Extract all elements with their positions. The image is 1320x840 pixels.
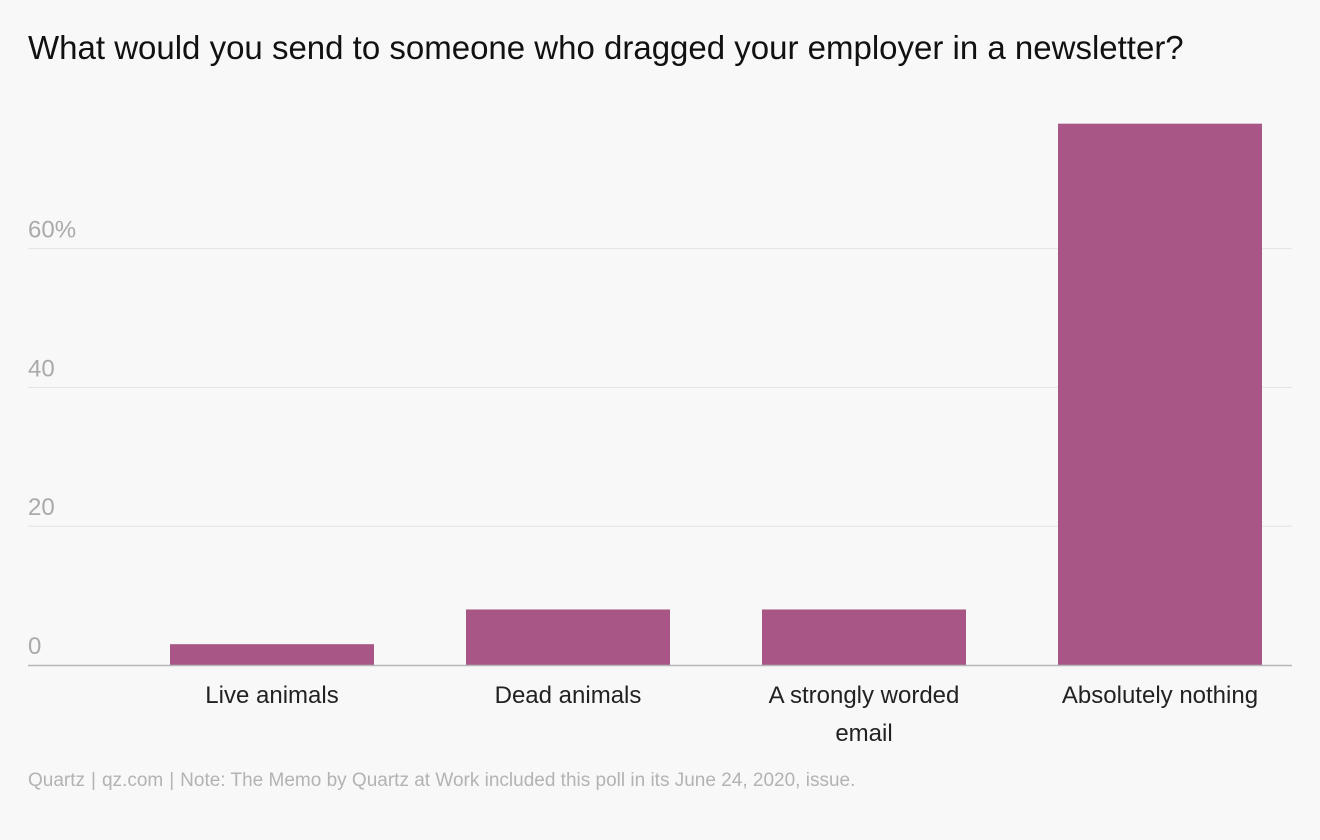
y-axis-ticks: 0 20 40 60% [28,217,76,660]
bars [170,123,1262,666]
x-category-label-line: A strongly worded [769,682,960,709]
x-category-label: Absolutely nothing [1062,682,1258,709]
x-axis-labels: Live animals Dead animals A strongly worde… [205,682,1258,747]
bar-live-animals [170,644,374,665]
separator: | [169,770,175,791]
x-category-label-line: Absolutely nothing [1062,682,1258,709]
source-publisher: Quartz [28,770,86,791]
x-category-label: Dead animals [495,682,642,709]
x-category-label: A strongly worded email [769,682,960,747]
y-tick-label: 20 [28,494,55,521]
x-category-label: Live animals [205,682,338,709]
bar-dead-animals [466,609,670,665]
separator: | [91,770,96,791]
x-category-label-line: Dead animals [495,682,642,709]
source-line: Quartz | qz.com | Note: The Memo by Quartz a… [28,770,855,792]
y-tick-label: 60% [28,217,76,244]
x-category-label-line: Live animals [205,682,338,709]
x-category-label-line: email [835,720,892,747]
y-tick-label: 0 [28,633,41,660]
source-site: qz.com [101,770,164,791]
bar-absolutely-nothing [1058,123,1262,666]
bar-a-strongly-worded-email [762,609,966,665]
chart-title: What would you send to someone who dragg… [28,29,1184,66]
source-note: Note: The Memo by Quartz at Work include… [180,770,856,791]
y-tick-label: 40 [28,355,55,382]
